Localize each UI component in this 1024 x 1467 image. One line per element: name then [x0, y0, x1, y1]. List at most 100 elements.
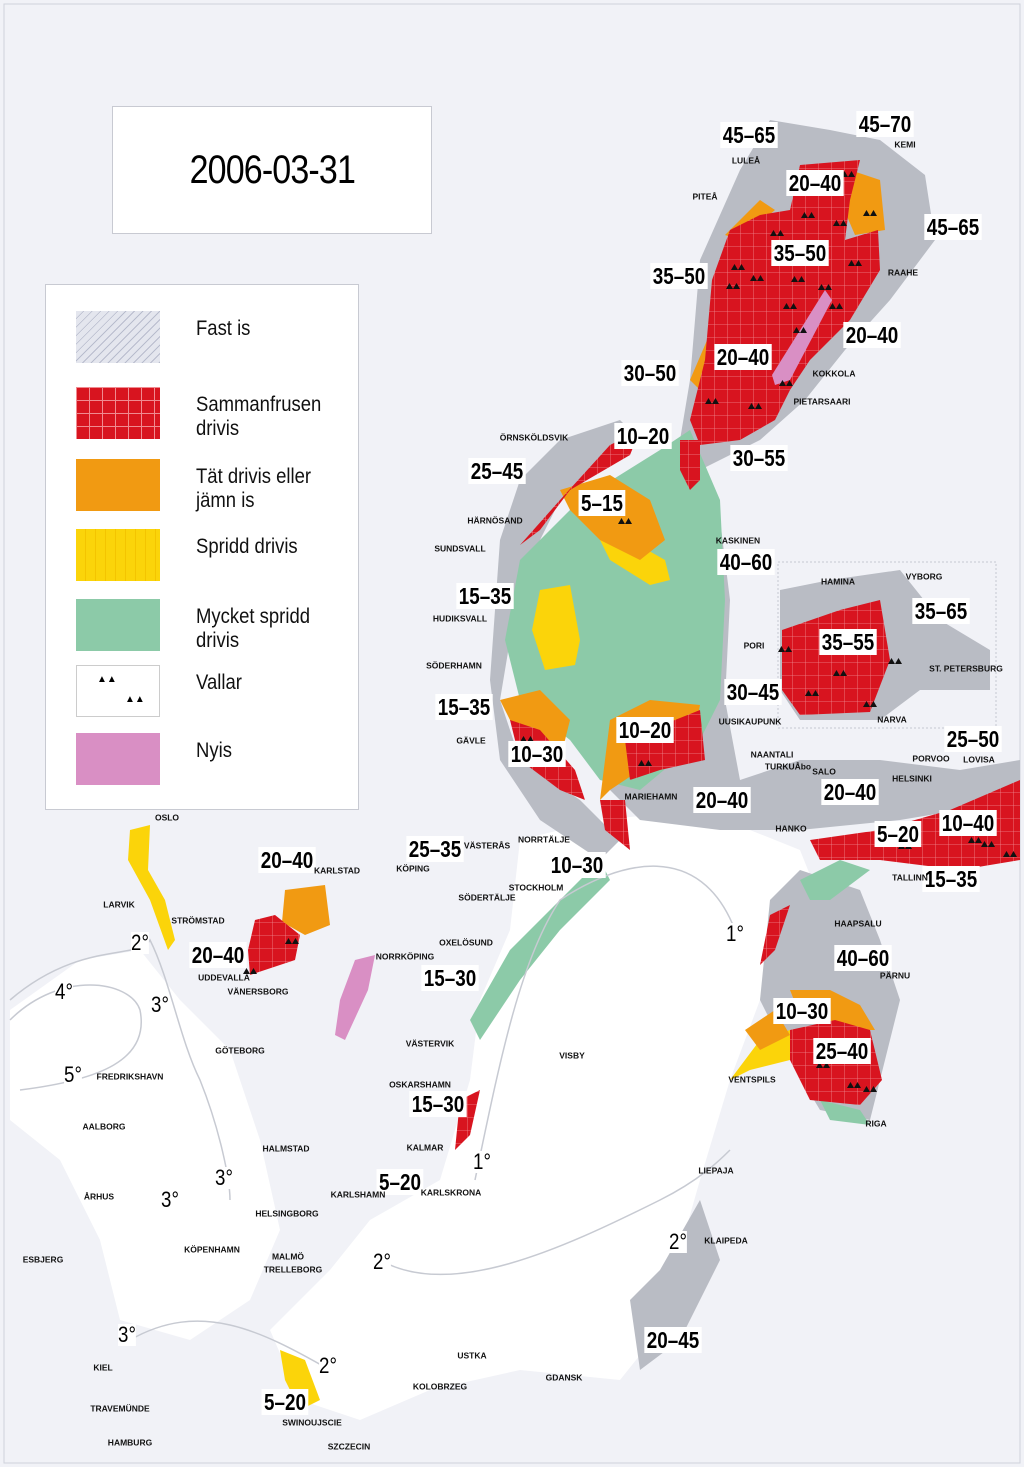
water-temperature-label: 3° [118, 1322, 136, 1347]
place-name: PITEÅ [692, 191, 718, 202]
place-name: HAAPSALU [834, 918, 882, 929]
legend-swatch [76, 311, 160, 363]
place-name: HALMSTAD [262, 1143, 310, 1154]
water-temperature-label: 2° [319, 1353, 337, 1378]
ridge-mark [863, 701, 877, 707]
ridge-mark [968, 837, 982, 843]
ice-thickness-label: 20–40 [693, 787, 751, 813]
water-temperature-label: 3° [151, 992, 169, 1017]
place-name: SALO [812, 766, 836, 777]
place-name: GÄVLE [456, 735, 486, 746]
place-name: OSKARSHAMN [389, 1079, 451, 1090]
ridge-mark [833, 670, 847, 676]
place-name: SWINOUJSCIE [282, 1417, 342, 1428]
ridge-mark [801, 212, 815, 218]
ice-thickness-label: 10–20 [614, 423, 672, 449]
place-name: KARLSHAMN [330, 1189, 386, 1200]
place-name: SUNDSVALL [434, 543, 486, 554]
place-name: SÖDERHAMN [426, 660, 482, 671]
ice-thickness-label: 20–40 [821, 779, 879, 805]
ridge-mark [726, 283, 740, 289]
ridge-mark [863, 210, 877, 216]
ridges-icon: ▲▲ [125, 694, 145, 705]
place-name: AALBORG [82, 1121, 126, 1132]
ridge-mark [833, 220, 847, 226]
ice-thickness-label: 5–20 [874, 821, 922, 847]
water-temperature-label: 3° [215, 1165, 233, 1190]
ridge-mark [829, 303, 843, 309]
place-name: KÖPENHAMN [184, 1244, 240, 1255]
ice-thickness-label: 40–60 [834, 945, 892, 971]
legend-swatch: ▲▲ ▲▲ [76, 665, 160, 717]
place-name: KOLOBRZEG [412, 1381, 468, 1392]
ridge-mark [748, 403, 762, 409]
place-name: KOKKOLA [812, 368, 856, 379]
place-name: KALMAR [406, 1142, 444, 1153]
ridge-mark [779, 380, 793, 386]
ice-thickness-label: 45–70 [856, 111, 914, 137]
place-name: GDANSK [545, 1372, 583, 1383]
isotherms [9, 865, 736, 1371]
place-name: SZCZECIN [327, 1441, 371, 1452]
place-name: TALLINN [892, 872, 928, 883]
place-name: MARIEHAMN [624, 791, 678, 802]
place-name: TURKUÅbo [764, 761, 812, 772]
new-ice [335, 955, 375, 1040]
place-name: ÖRNSKÖLDSVIK [499, 432, 569, 443]
place-name: HELSINKI [892, 773, 932, 784]
legend-label: Mycket spridd drivis [196, 605, 311, 652]
place-name: VÄSTERVIK [405, 1038, 455, 1049]
legend-swatch [76, 459, 160, 511]
place-name: NORRKÖPING [375, 951, 435, 962]
place-name: NARVA [877, 714, 907, 725]
legend-item: Mycket spridd drivis [76, 599, 346, 652]
place-name: KARLSKRONA [420, 1187, 482, 1198]
ice-thickness-label: 30–50 [621, 360, 679, 386]
ice-thickness-label: 20–40 [189, 942, 247, 968]
place-name: MALMÖ [271, 1251, 305, 1262]
place-name: GÖTEBORG [215, 1045, 265, 1056]
place-name: TRELLEBORG [263, 1264, 323, 1275]
water-temperature-label: 2° [669, 1229, 687, 1254]
place-name: PIETARSAARI [793, 396, 851, 407]
place-name: VISBY [559, 1050, 585, 1061]
place-name: KIEL [93, 1362, 113, 1373]
place-name: HAMINA [821, 576, 855, 587]
compact-drift [248, 160, 1020, 1150]
legend-item: Nyis [76, 733, 346, 785]
place-name: VYBORG [905, 571, 943, 582]
place-name: ESBJERG [22, 1254, 64, 1265]
ice-thickness-label: 30–45 [724, 679, 782, 705]
ice-thickness-label: 25–35 [406, 836, 464, 862]
ridges-icon: ▲▲ [97, 674, 117, 685]
legend-label: Nyis [196, 739, 232, 762]
ice-thickness-label: 20–40 [258, 847, 316, 873]
place-name: NAANTALI [750, 749, 794, 760]
legend-label: Fast is [196, 317, 251, 340]
place-name: UUSIKAUPUNK [718, 716, 782, 727]
place-name: KARLSTAD [313, 865, 361, 876]
ice-thickness-label: 20–40 [786, 170, 844, 196]
ice-thickness-label: 15–30 [409, 1091, 467, 1117]
place-name: HANKO [775, 823, 807, 834]
ice-thickness-label: 25–40 [813, 1038, 871, 1064]
ridges-icon [243, 171, 1017, 1092]
ice-thickness-label: 10–40 [939, 810, 997, 836]
place-name: USTKA [457, 1350, 487, 1361]
water-temperature-label: 3° [161, 1187, 179, 1212]
ridge-mark [848, 260, 862, 266]
water-temperature-label: 2° [131, 930, 149, 955]
water-temperature-label: 5° [64, 1062, 82, 1087]
place-name: HELSINGBORG [255, 1208, 319, 1219]
place-name: KASKINEN [715, 535, 761, 546]
legend-swatch [76, 529, 160, 581]
ridge-mark [731, 264, 745, 270]
place-name: ST. PETERSBURG [929, 663, 1003, 674]
ice-thickness-label: 10–30 [773, 998, 831, 1024]
ice-thickness-label: 15–35 [435, 694, 493, 720]
legend-label: Spridd drivis [196, 535, 298, 558]
ice-thickness-label: 5–20 [376, 1169, 424, 1195]
place-name: KÖPING [396, 863, 430, 874]
place-name: SÖDERTÄLJE [458, 892, 516, 903]
